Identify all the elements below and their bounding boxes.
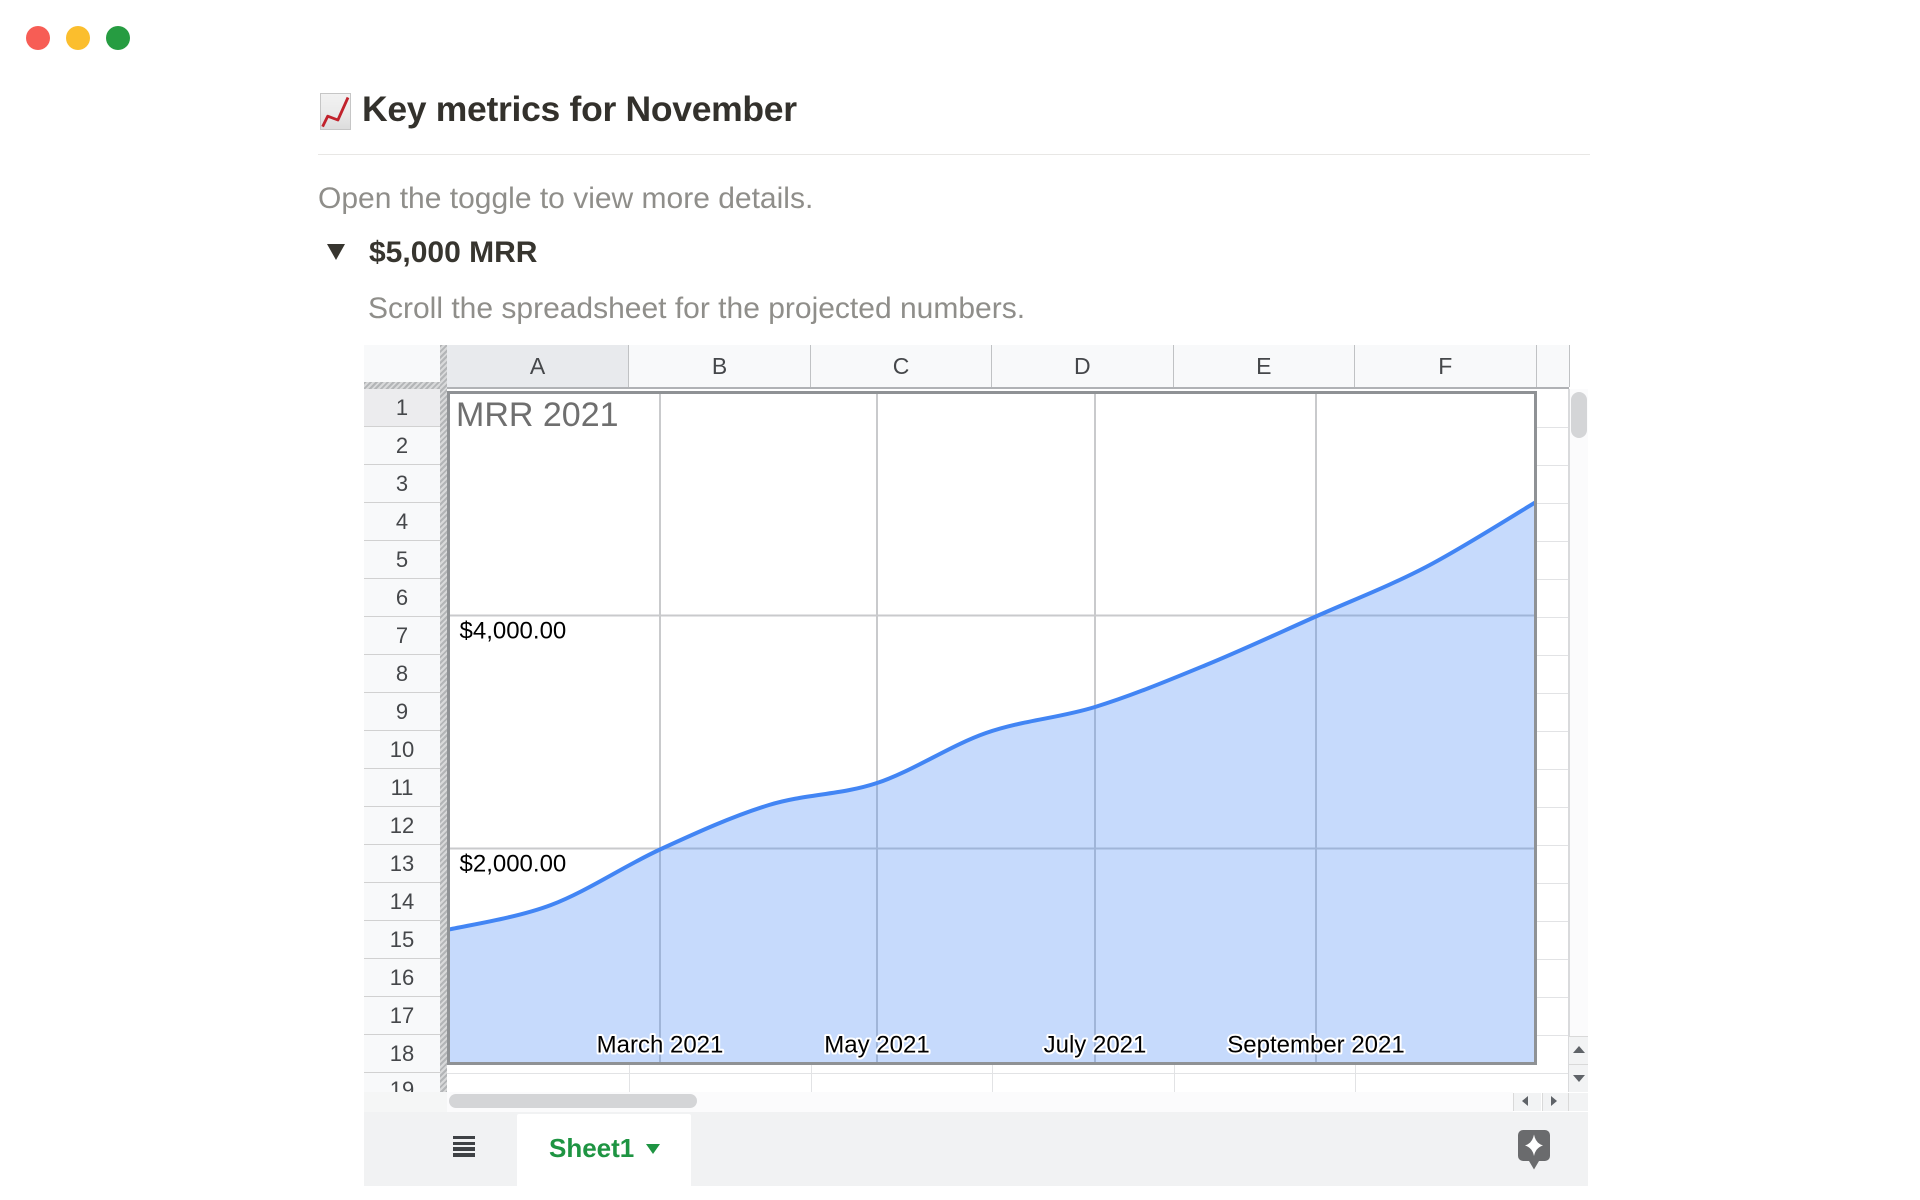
- svg-text:September 2021: September 2021: [1227, 1032, 1404, 1059]
- svg-text:$4,000.00: $4,000.00: [460, 618, 567, 645]
- svg-text:July 2021: July 2021: [1044, 1032, 1147, 1059]
- svg-text:May 2021: May 2021: [824, 1032, 929, 1059]
- svg-text:MRR 2021: MRR 2021: [456, 396, 619, 434]
- svg-text:$2,000.00: $2,000.00: [460, 851, 567, 878]
- svg-text:March 2021: March 2021: [597, 1032, 724, 1059]
